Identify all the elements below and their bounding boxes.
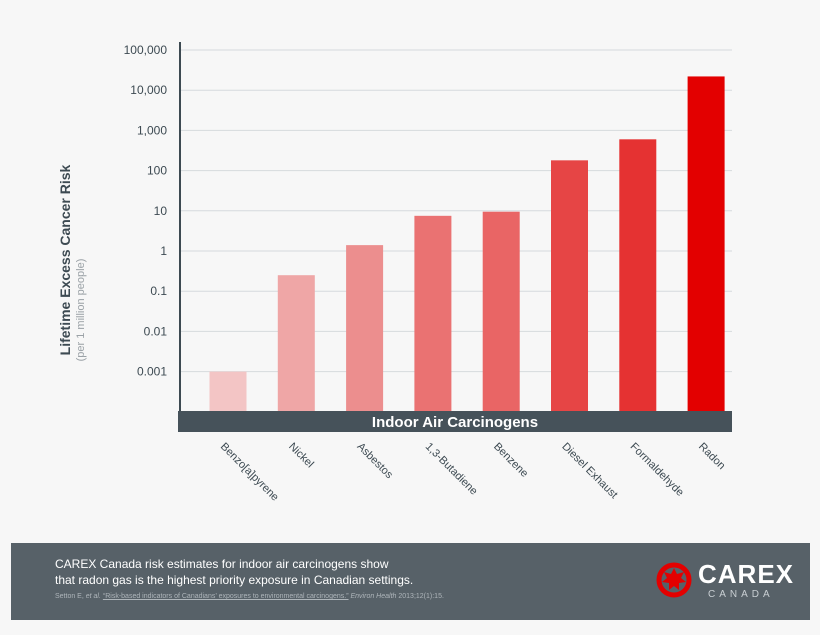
bar-0 <box>209 371 247 411</box>
category-label-6: Formaldehyde <box>628 441 686 499</box>
y-tick-label-7: 0.01 <box>144 324 168 338</box>
y-tick-label-5: 1 <box>160 244 167 258</box>
category-label-0: Benzo[a]pyrene <box>218 441 281 504</box>
y-tick-label-8: 0.001 <box>137 365 167 379</box>
footer-banner: CAREX Canada risk estimates for indoor a… <box>11 543 810 620</box>
bar-5 <box>551 160 588 411</box>
category-label-7: Radon <box>696 441 727 472</box>
citation-ref: 2013;12(1):15. <box>398 593 444 600</box>
category-label-5: Diesel Exhaust <box>559 441 619 501</box>
y-axis-title: Lifetime Excess Cancer Risk <box>57 164 73 355</box>
citation-etal: et al. <box>85 593 101 600</box>
bar-chart: 100,000 10,000 1,000 100 10 1 0.1 0.01 0.001 Benz… <box>57 42 732 504</box>
category-label-2: Asbestos <box>354 441 395 482</box>
category-label-4: Benzene <box>491 441 530 480</box>
citation-title-link[interactable]: “Risk-based indicators of Canadians’ exp… <box>102 593 349 600</box>
logo-name: CAREX <box>698 559 795 589</box>
bar-1 <box>277 275 315 411</box>
citation-journal: Environ Health <box>350 593 397 600</box>
y-tick-label-4: 10 <box>154 204 168 218</box>
citation-authors: Setton E, <box>55 593 86 600</box>
y-tick-label-3: 100 <box>147 164 167 178</box>
y-tick-label-2: 1,000 <box>137 123 167 137</box>
category-band-label: Indoor Air Carcinogens <box>372 414 538 431</box>
bar-2 <box>346 245 384 411</box>
category-band <box>178 411 732 432</box>
y-tick-label-6: 0.1 <box>150 284 167 298</box>
bar-4 <box>482 211 520 411</box>
bar-3 <box>414 215 452 411</box>
logo-subtitle: CANADA <box>708 589 774 600</box>
category-label-1: Nickel <box>286 441 316 471</box>
category-label-3: 1,3-Butadiene <box>423 441 480 498</box>
footer-line-1: CAREX Canada risk estimates for indoor a… <box>55 557 389 571</box>
y-axis-subtitle: (per 1 million people) <box>75 259 87 362</box>
carex-logo-icon <box>656 562 692 598</box>
y-tick-label-0: 100,000 <box>124 43 168 57</box>
y-tick-label-1: 10,000 <box>130 83 167 97</box>
footer-description: CAREX Canada risk estimates for indoor a… <box>55 556 575 588</box>
citation: Setton E, et al. “Risk-based indicators … <box>55 593 615 600</box>
chart: 100,000 10,000 1,000 100 10 1 0.1 0.01 0.001 Benz… <box>57 42 732 504</box>
carex-logo: CAREX CANADA <box>656 559 806 603</box>
footer-line-2: that radon gas is the highest priority e… <box>55 573 414 587</box>
bar-7 <box>687 76 725 412</box>
bar-6 <box>619 139 657 412</box>
